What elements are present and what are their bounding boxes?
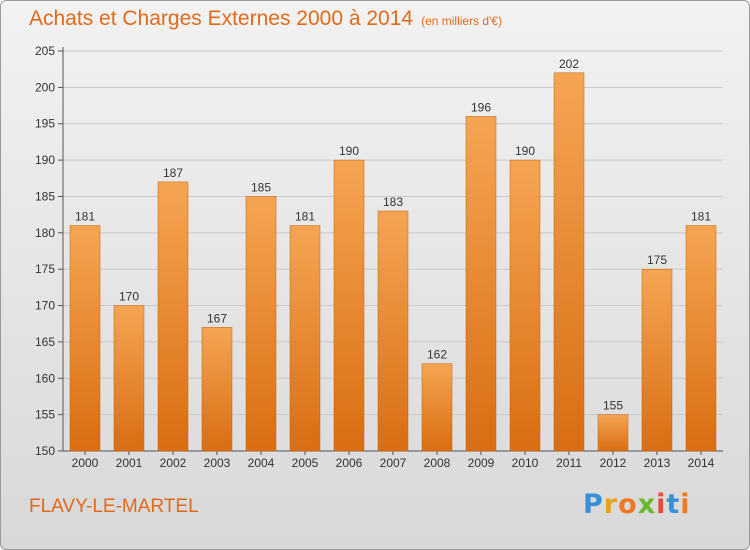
data-label: 202 <box>559 57 579 71</box>
x-tick-label: 2002 <box>160 456 187 470</box>
data-label: 162 <box>427 348 447 362</box>
y-tick-label: 180 <box>35 226 55 240</box>
logo-letter: P <box>583 489 604 520</box>
y-tick-label: 195 <box>35 117 55 131</box>
bar-2013 <box>641 268 673 452</box>
labels: 150 155 160 165 170 175 180 185 190 195 200 205 181 2… <box>35 44 715 470</box>
data-label: 187 <box>163 166 183 180</box>
data-label: 181 <box>75 210 95 224</box>
bar-2000 <box>69 225 101 452</box>
x-tick-label: 2006 <box>336 456 363 470</box>
x-tick-label: 2004 <box>248 456 275 470</box>
chart-subtitle: (en milliers d'€) <box>421 14 503 28</box>
x-tick-label: 2012 <box>600 456 627 470</box>
bar-2006 <box>333 159 365 452</box>
logo-letter: i <box>656 489 667 520</box>
bars <box>69 72 717 452</box>
bar-2014 <box>685 225 717 452</box>
logo-letter: i <box>680 489 691 520</box>
bar-2009 <box>465 116 497 452</box>
data-label: 196 <box>471 100 491 114</box>
bar-2012 <box>597 414 629 452</box>
bar-2005 <box>289 225 321 452</box>
bar-2007 <box>377 210 409 452</box>
chart-title-text: Achats et Charges Externes 2000 à 2014 <box>29 7 414 30</box>
bar-2004 <box>245 196 277 452</box>
data-label: 155 <box>603 399 623 413</box>
y-tick-label: 185 <box>35 189 55 203</box>
y-tick-label: 190 <box>35 153 55 167</box>
chart-title: Achats et Charges Externes 2000 à 2014 (e… <box>29 7 502 31</box>
data-label: 175 <box>647 253 667 267</box>
bar-2001 <box>113 305 145 452</box>
x-tick-label: 2005 <box>292 456 319 470</box>
data-label: 181 <box>691 210 711 224</box>
y-tick-label: 165 <box>35 335 55 349</box>
logo-letter: r <box>603 489 619 520</box>
data-label: 190 <box>515 144 535 158</box>
bar-2008 <box>421 363 453 452</box>
y-tick-label: 150 <box>35 444 55 458</box>
commune-name: FLAVY-LE-MARTEL <box>29 496 199 517</box>
data-label: 170 <box>119 290 139 304</box>
x-tick-label: 2001 <box>116 456 143 470</box>
x-tick-label: 2011 <box>556 456 582 470</box>
bar-2010 <box>509 159 541 452</box>
y-tick-label: 160 <box>35 371 55 385</box>
logo-letter: x <box>637 489 657 520</box>
x-tick-label: 2014 <box>688 456 715 470</box>
x-tick-label: 2007 <box>380 456 407 470</box>
logo-letter: t <box>666 489 681 520</box>
x-tick-label: 2010 <box>512 456 539 470</box>
x-tick-label: 2013 <box>644 456 671 470</box>
y-tick-label: 155 <box>35 408 55 422</box>
bar-2003 <box>201 327 233 452</box>
logo-letter: o <box>618 489 638 520</box>
data-label: 181 <box>295 210 315 224</box>
y-tick-label: 205 <box>35 44 55 58</box>
y-tick-label: 170 <box>35 299 55 313</box>
data-label: 183 <box>383 195 403 209</box>
y-tick-label: 200 <box>35 80 55 94</box>
proxiti-logo: Proxiti <box>583 489 691 520</box>
bar-2011 <box>553 72 585 452</box>
data-label: 190 <box>339 144 359 158</box>
data-label: 185 <box>251 180 271 194</box>
data-label: 167 <box>207 311 227 325</box>
x-tick-label: 2003 <box>204 456 231 470</box>
x-tick-label: 2009 <box>468 456 495 470</box>
x-tick-label: 2000 <box>72 456 99 470</box>
bar-2002 <box>157 181 189 452</box>
y-tick-label: 175 <box>35 262 55 276</box>
x-tick-label: 2008 <box>424 456 451 470</box>
